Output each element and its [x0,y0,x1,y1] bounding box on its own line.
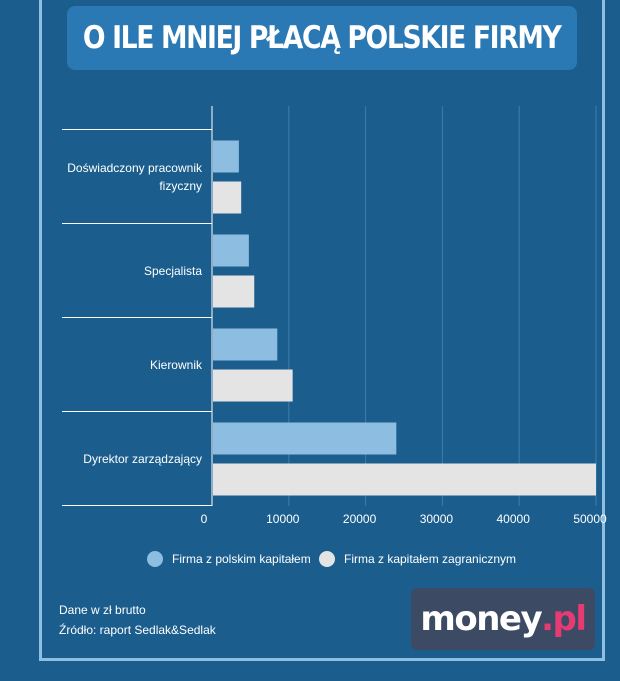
bar [213,369,293,402]
category-label: fizyczny [159,179,202,193]
chart-title: O ILE MNIEJ PŁACĄ POLSKIE FIRMY [83,20,562,56]
bar [213,181,242,214]
unit-note: Dane w zł brutto [59,603,146,617]
x-tick-label: 30000 [420,512,454,526]
bar [213,275,255,308]
bar [213,328,278,361]
category-label: Dyrektor zarządzający [83,452,202,466]
bar [213,140,239,173]
legend-label: Firma z kapitałem zagranicznym [344,552,516,566]
legend-label: Firma z polskim kapitałem [172,552,311,566]
bar [213,422,397,455]
x-tick-label: 20000 [343,512,377,526]
bar [213,234,249,267]
title-banner: O ILE MNIEJ PŁACĄ POLSKIE FIRMY [67,6,577,70]
money-pl-logo: money .pl [411,588,595,650]
frame-border [39,0,605,661]
x-tick-label: 0 [201,512,208,526]
legend-swatch [147,551,163,567]
x-tick-label: 10000 [266,512,300,526]
x-tick-label: 50000 [573,512,607,526]
source-note: Źródło: raport Sedlak&Sedlak [59,623,216,637]
category-label: Kierownik [150,358,203,372]
x-tick-label: 40000 [497,512,531,526]
legend-swatch [319,551,335,567]
category-label: Specjalista [144,264,202,278]
logo-suffix: .pl [541,599,587,639]
logo-word: money [420,599,542,639]
category-label: Doświadczony pracownik [67,161,203,175]
bar [213,463,596,496]
